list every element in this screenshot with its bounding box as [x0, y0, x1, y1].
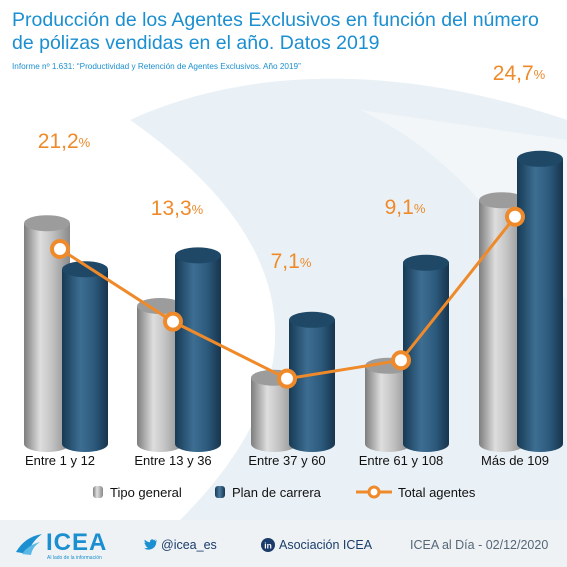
icea-logo-icon: [16, 534, 42, 555]
total-agentes-point-2: [277, 368, 297, 389]
total-agentes-point-4: [505, 206, 525, 227]
legend-label-total-agentes: Total agentes: [398, 484, 476, 500]
legend-label-plan-carrera: Plan de carrera: [232, 484, 321, 500]
category-label-2: Entre 37 y 60: [248, 453, 325, 468]
icea-tagline: Al lado de la información: [47, 555, 102, 561]
total-agentes-point-0: [50, 238, 70, 259]
date-note: ICEA al Día - 02/12/2020: [410, 538, 549, 552]
legend-item-plan-carrera: Plan de carrera: [214, 484, 321, 500]
bar-plan-carrera-3: [403, 254, 449, 452]
orange-line-marker-icon: [356, 485, 392, 499]
background-decoration: [130, 78, 567, 520]
legend-label-tipo-general: Tipo general: [110, 484, 182, 500]
category-label-0: Entre 1 y 12: [25, 453, 95, 468]
blue-cylinder-icon: [215, 486, 225, 498]
chart-subtitle: Informe nº 1.631: “Productividad y Reten…: [12, 62, 301, 71]
icea-brand: ICEA: [46, 529, 108, 556]
bar-plan-carrera-2: [289, 311, 335, 452]
bar-plan-carrera-1: [175, 247, 221, 452]
legend-item-tipo-general: Tipo general: [92, 484, 182, 500]
bar-plan-carrera-0: [62, 261, 108, 452]
bar-plan-carrera-4: [517, 150, 563, 452]
category-label-1: Entre 13 y 36: [134, 453, 211, 468]
twitter-bird-icon: [144, 539, 157, 550]
value-label-1: 13,3%: [151, 197, 204, 220]
total-agentes-point-3: [391, 350, 411, 371]
category-label-3: Entre 61 y 108: [359, 453, 444, 468]
value-label-2: 7,1%: [271, 250, 312, 273]
category-label-4: Más de 109: [481, 453, 549, 468]
twitter-handle[interactable]: @icea_es: [161, 538, 217, 552]
gray-cylinder-icon: [93, 486, 103, 498]
legend-item-total-agentes: Total agentes: [356, 484, 475, 500]
footer: ICEA Al lado de la información @icea_es …: [0, 520, 567, 567]
legend: Tipo general Plan de carrera Total agent…: [0, 484, 567, 502]
value-label-0: 21,2%: [38, 130, 91, 153]
svg-text:in: in: [264, 541, 272, 551]
total-agentes-point-1: [163, 311, 183, 332]
linkedin-name[interactable]: Asociación ICEA: [279, 538, 373, 552]
chart-title: Producción de los Agentes Exclusivos en …: [12, 9, 539, 54]
value-label-3: 9,1%: [385, 196, 426, 219]
linkedin-icon: in: [261, 538, 275, 552]
bar-line-chart: 21,2% 13,3% 7,1% 9,1% 24,7% Entre 1 y 12 Entr…: [24, 62, 563, 468]
value-label-4: 24,7%: [493, 62, 546, 85]
